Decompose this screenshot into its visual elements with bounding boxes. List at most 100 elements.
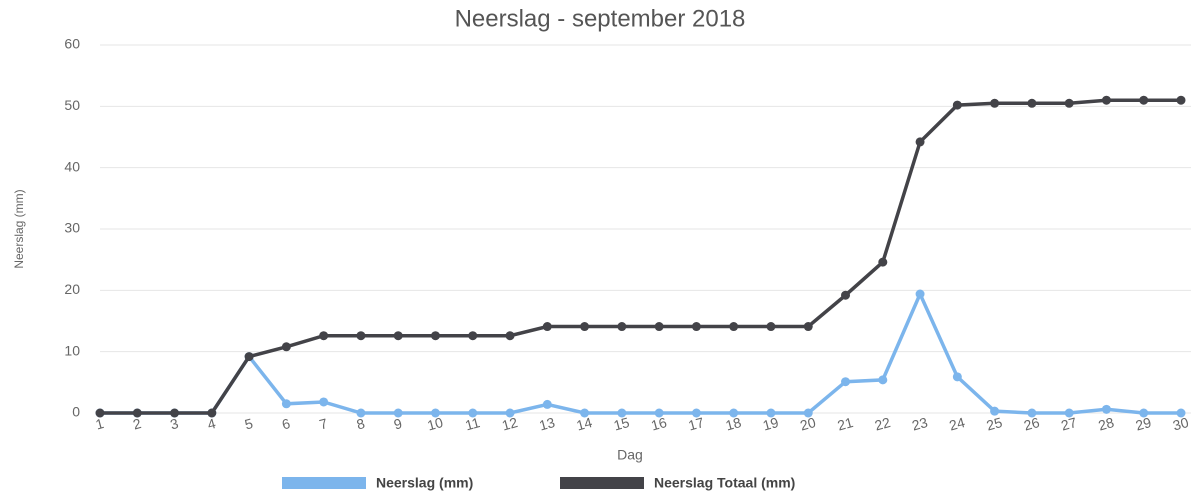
x-tick-label: 25 <box>985 414 1004 434</box>
data-point <box>1139 95 1149 105</box>
y-axis-label: Neerslag (mm) <box>12 189 26 268</box>
data-point <box>281 399 291 409</box>
x-axis-label: Dag <box>617 447 643 463</box>
x-tick-label: 8 <box>355 415 367 433</box>
chart-title: Neerslag - september 2018 <box>455 5 746 32</box>
data-point <box>95 408 105 418</box>
data-point <box>617 408 627 418</box>
x-tick-label: 21 <box>836 414 855 434</box>
legend-label[interactable]: Neerslag (mm) <box>376 475 473 491</box>
data-point <box>319 397 329 407</box>
data-point <box>729 322 739 332</box>
x-tick-label: 3 <box>168 415 180 433</box>
y-tick-label: 20 <box>64 281 80 297</box>
x-tick-label: 24 <box>947 414 966 434</box>
series-line <box>100 98 1181 415</box>
series-line <box>100 289 1181 415</box>
x-tick-label: 2 <box>131 415 143 433</box>
data-point <box>729 408 739 418</box>
data-point <box>654 322 664 332</box>
data-point <box>1176 408 1186 418</box>
legend-swatch[interactable] <box>560 477 644 489</box>
x-tick-label: 7 <box>317 415 329 433</box>
x-tick-label: 23 <box>910 414 929 434</box>
x-tick-label: 16 <box>649 414 668 434</box>
data-point <box>617 322 627 332</box>
x-tick-label: 27 <box>1059 414 1078 434</box>
data-point <box>319 331 329 341</box>
data-point <box>803 408 813 418</box>
data-point <box>952 100 962 110</box>
data-point <box>580 322 590 332</box>
data-point <box>1101 404 1111 414</box>
data-point <box>990 98 1000 108</box>
data-point <box>430 331 440 341</box>
data-point <box>990 406 1000 416</box>
x-tick-label: 28 <box>1097 414 1116 434</box>
data-point <box>132 408 142 418</box>
x-tick-label: 19 <box>761 414 780 434</box>
data-point <box>1064 98 1074 108</box>
data-point <box>542 322 552 332</box>
x-tick-label: 9 <box>392 415 404 433</box>
y-tick-label: 30 <box>64 220 80 236</box>
data-point <box>841 290 851 300</box>
data-point <box>952 372 962 382</box>
y-tick-label: 10 <box>64 342 80 358</box>
data-point <box>393 331 403 341</box>
x-tick-label: 22 <box>873 414 892 434</box>
data-point <box>1027 408 1037 418</box>
data-point <box>691 322 701 332</box>
x-tick-label: 15 <box>612 414 631 434</box>
data-point <box>468 408 478 418</box>
x-tick-label: 11 <box>463 414 481 433</box>
data-point <box>1176 95 1186 105</box>
data-point <box>878 257 888 267</box>
data-point <box>1101 95 1111 105</box>
data-point <box>580 408 590 418</box>
data-point <box>542 399 552 409</box>
data-point <box>207 408 217 418</box>
y-tick-label: 0 <box>72 404 80 420</box>
data-point <box>356 408 366 418</box>
data-point <box>915 137 925 147</box>
x-tick-label: 12 <box>500 414 519 434</box>
data-point <box>281 342 291 352</box>
data-point <box>1139 408 1149 418</box>
legend-label[interactable]: Neerslag Totaal (mm) <box>654 475 795 491</box>
x-tick-label: 30 <box>1171 414 1190 434</box>
x-tick-label: 6 <box>280 415 292 433</box>
data-point <box>1064 408 1074 418</box>
data-point <box>766 322 776 332</box>
y-tick-label: 50 <box>64 97 80 113</box>
x-tick-label: 14 <box>575 414 594 434</box>
data-point <box>170 408 180 418</box>
data-point <box>468 331 478 341</box>
y-tick-label: 60 <box>64 36 80 52</box>
data-point <box>915 289 925 299</box>
legend-swatch[interactable] <box>282 477 366 489</box>
data-point <box>356 331 366 341</box>
data-point <box>654 408 664 418</box>
data-point <box>803 322 813 332</box>
data-point <box>841 377 851 387</box>
x-tick-label: 5 <box>243 415 255 433</box>
x-tick-label: 4 <box>206 415 218 433</box>
x-tick-label: 17 <box>686 414 705 434</box>
data-point <box>766 408 776 418</box>
data-point <box>505 408 515 418</box>
data-point <box>878 375 888 385</box>
x-tick-label: 20 <box>798 414 817 434</box>
data-point <box>244 352 254 362</box>
data-point <box>430 408 440 418</box>
data-point <box>393 408 403 418</box>
x-tick-label: 18 <box>724 414 743 434</box>
data-point <box>505 331 515 341</box>
x-tick-label: 1 <box>94 415 106 433</box>
data-point <box>1027 98 1037 108</box>
x-tick-label: 29 <box>1134 414 1153 434</box>
x-tick-label: 10 <box>426 414 445 434</box>
x-tick-label: 26 <box>1022 414 1041 434</box>
y-tick-label: 40 <box>64 158 80 174</box>
